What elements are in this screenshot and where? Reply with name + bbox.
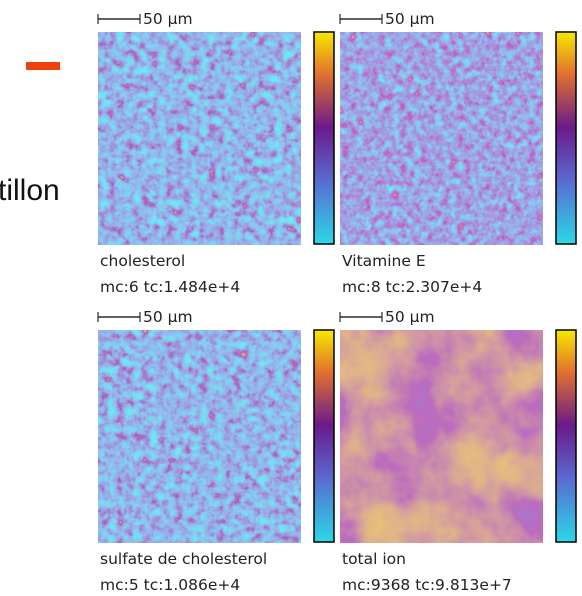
image-panel	[340, 32, 543, 245]
panel-stats: mc:5 tc:1.086e+4	[100, 576, 240, 594]
scale-label: 50 µm	[385, 10, 435, 28]
image-panel	[98, 32, 301, 245]
scale-label: 50 µm	[385, 308, 435, 326]
colorbar	[313, 329, 335, 543]
colorbar	[555, 329, 577, 543]
scale-label: 50 µm	[143, 10, 193, 28]
panel-stats: mc:9368 tc:9.813e+7	[342, 576, 512, 594]
panel-name: sulfate de cholesterol	[100, 550, 267, 568]
marker	[26, 62, 60, 70]
partial-title: tillon	[0, 174, 60, 207]
colorbar	[555, 31, 577, 245]
panel-name: Vitamine E	[342, 252, 426, 270]
image-panel	[340, 330, 543, 543]
scale-label: 50 µm	[143, 308, 193, 326]
image-panel	[98, 330, 301, 543]
panel-stats: mc:6 tc:1.484e+4	[100, 278, 240, 296]
panel-name: total ion	[342, 550, 406, 568]
panel-stats: mc:8 tc:2.307e+4	[342, 278, 482, 296]
colorbar	[313, 31, 335, 245]
panel-name: cholesterol	[100, 252, 185, 270]
